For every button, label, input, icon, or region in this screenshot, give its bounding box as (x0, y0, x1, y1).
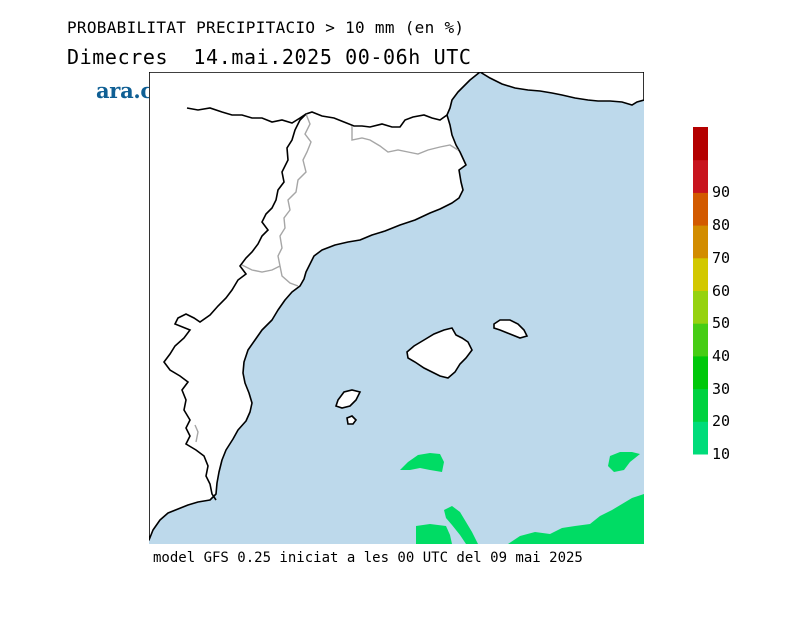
regional-border-north (351, 126, 459, 155)
eivissa-island (334, 389, 362, 409)
colorbar-segment (693, 127, 708, 161)
colorbar-label: 40 (712, 346, 731, 365)
colorbar-label: 20 (712, 412, 731, 431)
precip-area (508, 494, 644, 544)
pyrenees-border (186, 107, 448, 128)
regional-border-south (241, 264, 281, 273)
regional-border-west (277, 113, 312, 287)
mainland (149, 72, 481, 541)
colorbar-segment (693, 355, 708, 390)
western-boundary (163, 113, 307, 501)
colorbar-label: 10 (712, 445, 731, 463)
colorbar-segment (693, 257, 708, 291)
colorbar-segment (693, 192, 708, 226)
mallorca-island (406, 327, 473, 379)
colorbar-segment (693, 290, 708, 324)
map-title: PROBABILITAT PRECIPITACIO > 10 mm (en %) (67, 18, 465, 37)
precip-area (608, 452, 640, 472)
colorbar-segment (693, 159, 708, 193)
map-subtitle: Dimecres 14.mai.2025 00-06h UTC (67, 45, 472, 69)
colorbar-label: 50 (712, 314, 731, 333)
precip-area (400, 453, 444, 472)
formentera-island (346, 415, 358, 425)
colorbar (693, 127, 708, 455)
colorbar-label: 30 (712, 379, 731, 398)
colorbar-label: 80 (712, 216, 731, 235)
colorbar-segment (693, 388, 708, 422)
colorbar-segment (693, 323, 708, 357)
colorbar-label: 60 (712, 281, 731, 300)
precip-area (416, 524, 452, 544)
menorca-island (493, 319, 529, 339)
france-coast (478, 72, 644, 106)
colorbar-segment (693, 421, 708, 455)
regional-border-inland (194, 424, 199, 443)
colorbar-segment (693, 225, 708, 259)
colorbar-label: 70 (712, 248, 731, 267)
colorbar-label: 90 (712, 183, 731, 202)
precip-area (444, 506, 478, 544)
model-info-footer: model GFS 0.25 iniciat a les 00 UTC del … (153, 550, 583, 566)
